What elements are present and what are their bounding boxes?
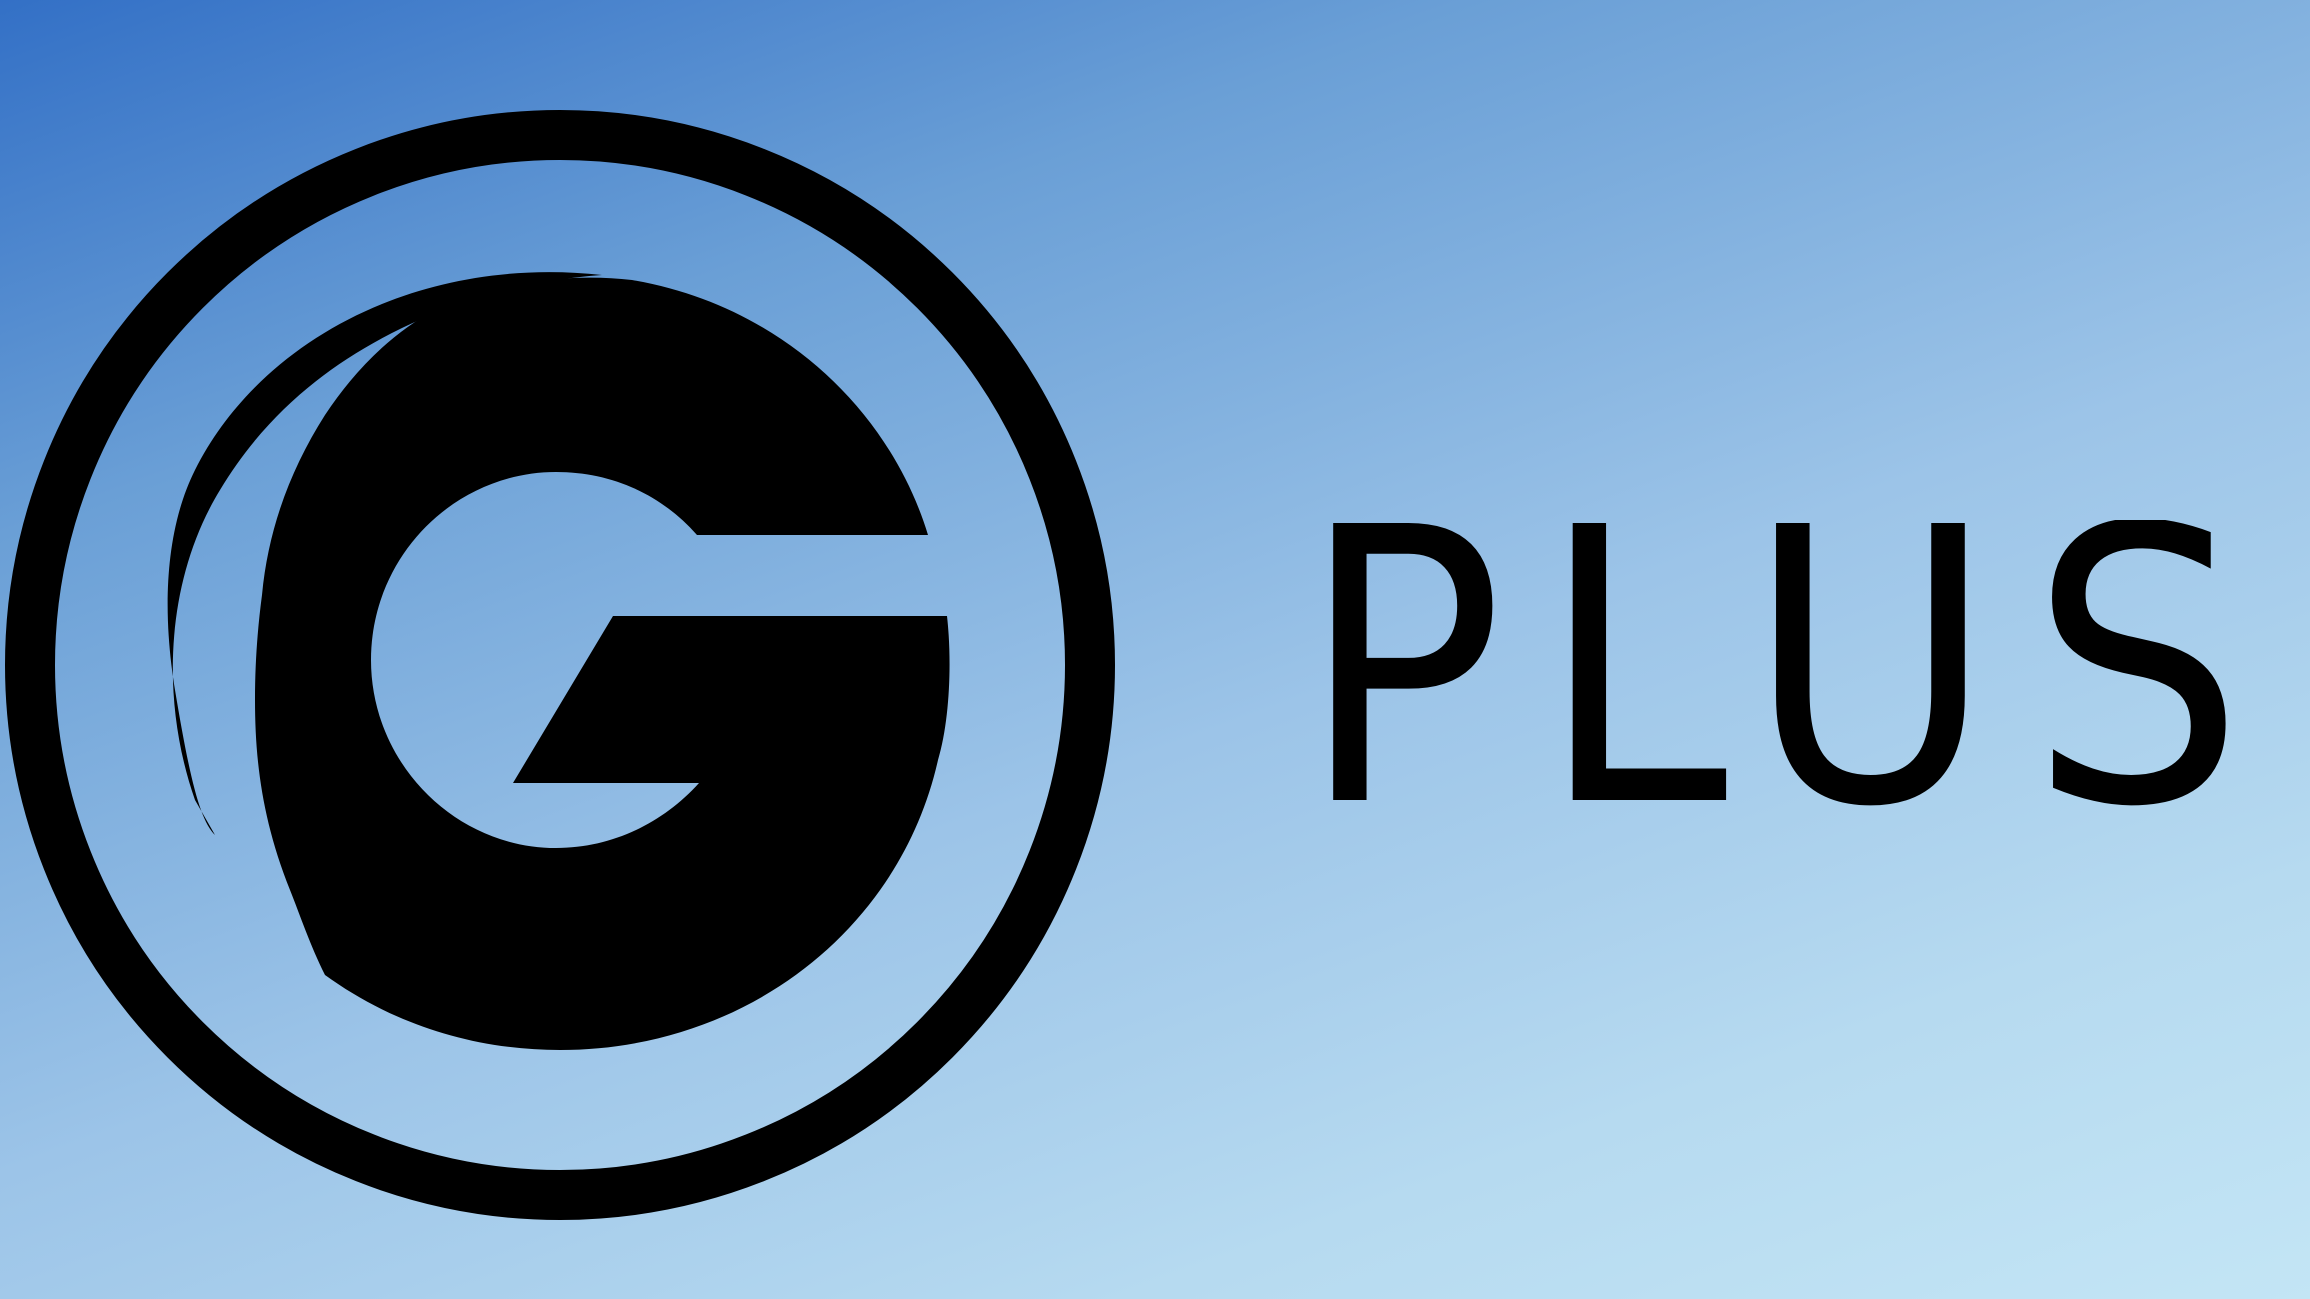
logo-outer-ring [5,110,1115,1220]
brand-wordmark-text: PLUS [1300,520,2280,830]
plus-wordmark: PLUS [1300,520,2280,830]
logo-g-shape [255,277,950,1050]
g-circle-logo-icon [5,110,1115,1220]
logo-swoosh [167,272,602,835]
